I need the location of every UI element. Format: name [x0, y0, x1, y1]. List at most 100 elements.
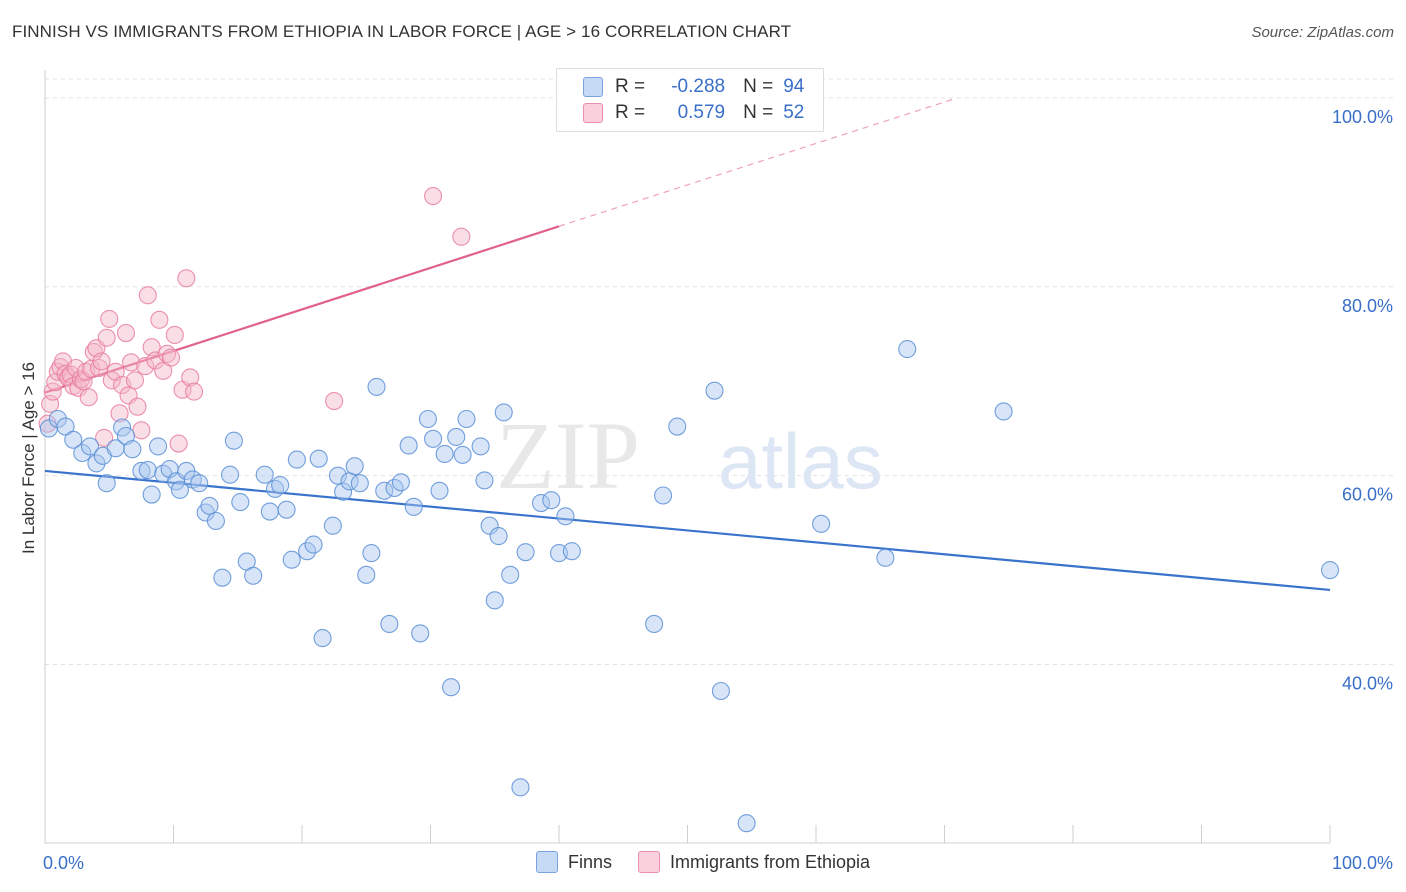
legend-item-ethiopia[interactable]: Immigrants from Ethiopia [637, 851, 870, 873]
point-ethiopia [138, 286, 157, 305]
point-ethiopia [92, 352, 111, 371]
axis-labels: 0.0% 100.0% 40.0% 60.0% 80.0% 100.0% [43, 107, 1393, 873]
point-finns [323, 516, 342, 535]
point-ethiopia [122, 353, 141, 372]
point-finns [87, 454, 106, 473]
point-ethiopia [177, 269, 196, 288]
point-finns [132, 461, 151, 480]
point-finns [418, 409, 437, 429]
point-finns [430, 481, 449, 500]
y-tick-label: 40.0% [1342, 674, 1393, 694]
point-finns [190, 474, 209, 493]
stats-row-ethiopia: R = 0.579 N = 52 [583, 101, 804, 125]
point-finns [213, 568, 232, 587]
point-finns [255, 465, 274, 484]
trendlines [44, 97, 1331, 592]
point-finns [113, 418, 132, 437]
point-finns [876, 548, 895, 567]
point-finns [494, 403, 513, 422]
stats-row-finns: R = -0.288 N = 94 [583, 75, 804, 99]
point-finns [328, 466, 348, 485]
y-tick-label: 100.0% [1332, 107, 1393, 127]
point-finns [531, 494, 551, 513]
r-value: -0.288 [671, 76, 726, 97]
point-ethiopia [181, 368, 200, 387]
point-finns [711, 681, 730, 701]
point-finns [260, 502, 279, 521]
point-finns [391, 473, 410, 492]
axes [44, 70, 1331, 844]
point-finns [442, 678, 461, 697]
point-finns [48, 409, 67, 429]
n-label: N = [743, 76, 774, 97]
n-value: 94 [783, 76, 805, 97]
point-finns [489, 527, 508, 546]
point-finns [562, 542, 581, 561]
r-label: R = [615, 102, 646, 123]
point-finns [485, 591, 504, 610]
point-ethiopia [169, 434, 188, 453]
point-finns [453, 445, 472, 464]
point-finns [123, 440, 142, 459]
point-finns [362, 544, 381, 563]
x-tick-label: 0.0% [43, 853, 84, 873]
legend-swatch-finns [535, 851, 558, 873]
point-finns [350, 474, 369, 493]
point-finns [64, 430, 83, 449]
legend-label-finns: Finns [567, 851, 612, 872]
point-ethiopia [128, 397, 147, 416]
point-finns [542, 491, 561, 510]
point-finns [170, 480, 189, 499]
stats-box: R = -0.288 N = 94 R = 0.579 N = 52 [556, 68, 824, 132]
data-points [38, 187, 1340, 833]
point-finns [357, 565, 376, 584]
trendline-finns [44, 469, 1331, 592]
point-finns [475, 471, 494, 490]
source-label: Source: ZipAtlas.com [1251, 24, 1394, 41]
point-finns [812, 514, 831, 533]
n-label: N = [743, 102, 774, 123]
finns-swatch [583, 77, 603, 97]
point-ethiopia [424, 187, 443, 206]
point-finns [367, 377, 386, 396]
point-finns [206, 511, 225, 531]
trendline-ethiopia-extension [558, 97, 958, 227]
point-finns [375, 481, 394, 500]
point-ethiopia [97, 328, 116, 347]
point-ethiopia [150, 310, 169, 329]
point-ethiopia [146, 351, 165, 370]
point-ethiopia [102, 371, 121, 390]
y-tick-label: 80.0% [1342, 296, 1393, 316]
point-ethiopia [136, 357, 155, 376]
point-ethiopia [100, 309, 119, 328]
point-ethiopia [95, 428, 114, 447]
point-ethiopia [116, 324, 136, 343]
legend-item-finns[interactable]: Finns [535, 851, 612, 873]
point-finns [271, 476, 290, 495]
point-finns [399, 436, 418, 455]
point-finns [511, 778, 530, 797]
point-ethiopia [161, 348, 180, 367]
point-ethiopia [125, 371, 144, 390]
point-finns [304, 535, 323, 554]
point-finns [471, 437, 490, 456]
point-finns [138, 460, 157, 480]
chart-title: FINNISH VS IMMIGRANTS FROM ETHIOPIA IN L… [12, 22, 792, 41]
point-finns [287, 450, 306, 469]
point-finns [220, 465, 240, 484]
point-finns [1320, 561, 1340, 580]
point-ethiopia [185, 382, 204, 401]
point-ethiopia [165, 325, 184, 344]
point-finns [457, 409, 476, 429]
point-finns [334, 482, 353, 501]
n-value: 52 [783, 102, 805, 123]
point-finns [898, 340, 917, 359]
point-finns [424, 429, 443, 448]
point-finns [345, 457, 364, 476]
point-finns [97, 474, 116, 493]
r-value: 0.579 [677, 102, 726, 123]
point-finns [556, 507, 575, 526]
point-finns [200, 496, 219, 515]
ethiopia-swatch [583, 103, 603, 123]
watermark-zip: ZIP [496, 402, 640, 509]
